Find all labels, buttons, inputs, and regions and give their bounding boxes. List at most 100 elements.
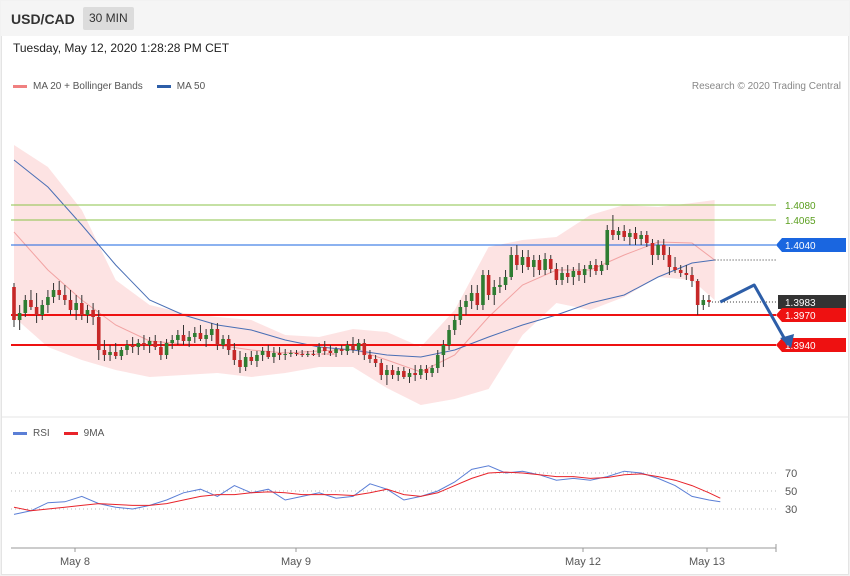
candle-body (503, 277, 508, 285)
candle-body (260, 351, 265, 355)
candle (334, 347, 338, 357)
candle-body (537, 260, 542, 270)
candle (91, 303, 95, 325)
candle (475, 285, 480, 310)
candle (678, 265, 683, 277)
candle-body (40, 305, 45, 315)
candle (458, 300, 463, 325)
candle (170, 335, 174, 349)
candle (17, 305, 22, 330)
candle-body (560, 273, 564, 280)
9ma-line (13, 471, 721, 512)
candle-body (441, 345, 446, 355)
candle-body (356, 343, 361, 350)
candle-body (198, 333, 203, 339)
candle (385, 365, 389, 385)
candle-body (690, 275, 694, 281)
candle (345, 341, 350, 355)
candle (198, 325, 203, 341)
candle (667, 247, 672, 275)
candle (96, 310, 101, 360)
candle-body (334, 349, 338, 353)
candle (215, 323, 220, 350)
candle (537, 255, 542, 275)
candle-body (238, 360, 242, 367)
candle-body (119, 350, 124, 356)
candle-body (661, 245, 666, 255)
candle (543, 253, 547, 275)
candle (339, 345, 344, 355)
candle-body (317, 347, 321, 353)
candle (68, 290, 73, 315)
candle-body (577, 271, 581, 275)
candle (582, 265, 587, 283)
candle-body (390, 370, 395, 375)
top-bar (1, 1, 849, 36)
candle-body (407, 373, 412, 377)
candle-body (23, 300, 28, 313)
candle (74, 295, 78, 320)
candle (204, 329, 208, 347)
candle-body (565, 273, 570, 277)
candle-body (300, 354, 304, 355)
price-pane: 1.4080 1.4065 1.4040 1.3983 1.3970 1.3940 (11, 145, 846, 405)
candle-body (673, 267, 677, 270)
candle (656, 240, 660, 260)
candle-body (554, 269, 559, 280)
candle (147, 337, 152, 353)
candle (187, 331, 191, 347)
candle (272, 347, 276, 363)
x-tick-label: May 9 (281, 556, 311, 568)
candle-body (430, 368, 434, 373)
candle-body (85, 310, 90, 315)
candle-body (125, 345, 129, 350)
candle (690, 267, 694, 287)
candle-body (249, 357, 254, 361)
candle (373, 355, 378, 367)
candle (125, 340, 129, 355)
candle-body (605, 230, 610, 265)
candle (464, 295, 468, 315)
candle (407, 369, 412, 383)
ma50-swatch (156, 85, 171, 88)
candle (40, 300, 45, 320)
candle (277, 347, 282, 360)
candle-body (633, 233, 638, 239)
x-tick-label: May 13 (689, 556, 725, 568)
candle (46, 290, 50, 313)
timeframe-button[interactable]: 30 MIN (83, 7, 134, 30)
level-tag-14040 (776, 238, 846, 252)
candle-body (526, 257, 530, 267)
candle (23, 295, 28, 317)
candle (379, 359, 384, 380)
candle-body (628, 233, 632, 237)
candle (616, 227, 621, 240)
candle-body (435, 355, 440, 368)
candle-body (492, 287, 497, 295)
candle-body (509, 255, 513, 277)
last-price-tag (778, 295, 846, 309)
candle-body (339, 349, 344, 351)
candle-body (548, 259, 553, 269)
candle-body (153, 341, 158, 347)
candle (571, 267, 576, 285)
forecast-arrow (719, 283, 790, 346)
candle (29, 290, 33, 310)
candle-body (707, 300, 711, 302)
candle (289, 350, 293, 357)
candle (63, 285, 67, 305)
candle-body (464, 301, 468, 307)
candle-body (283, 354, 287, 355)
candle-body (639, 235, 643, 239)
candle (80, 295, 84, 320)
candle (520, 250, 525, 273)
candle-body (599, 265, 604, 271)
candle-body (458, 307, 463, 320)
candle (452, 315, 457, 335)
candle-body (611, 230, 615, 235)
candle-body (294, 353, 299, 354)
level-label-14040: 1.4040 (785, 241, 816, 252)
candle-body (650, 243, 655, 255)
candle (661, 239, 666, 260)
candle (441, 340, 446, 367)
